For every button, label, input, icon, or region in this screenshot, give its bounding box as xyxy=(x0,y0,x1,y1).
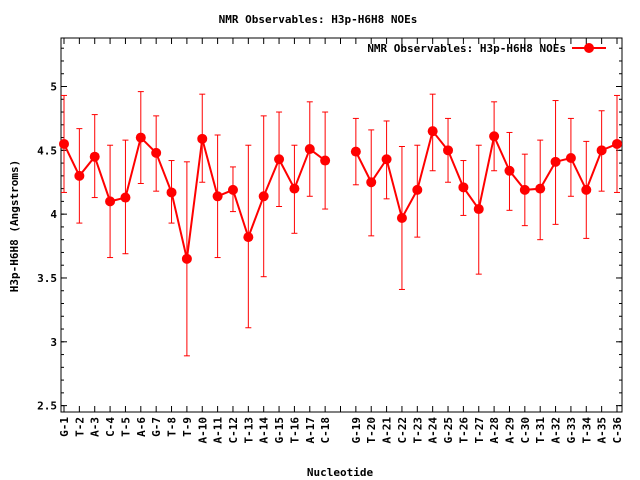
data-point xyxy=(427,126,438,137)
x-axis-label: Nucleotide xyxy=(307,466,374,479)
x-tick-label: G-19 xyxy=(350,417,363,444)
data-point xyxy=(473,204,484,215)
data-point xyxy=(197,133,208,144)
x-tick-label: T-31 xyxy=(534,417,547,444)
data-point xyxy=(243,232,254,243)
data-point xyxy=(258,191,269,202)
y-tick-label: 3.5 xyxy=(37,272,57,285)
legend: NMR Observables: H3p-H6H8 NOEs xyxy=(367,42,606,55)
x-tick-label: C-30 xyxy=(519,417,532,444)
data-point xyxy=(274,154,285,165)
x-tick-label: G-25 xyxy=(442,417,455,444)
x-tick-label: T-23 xyxy=(411,417,424,444)
data-point xyxy=(412,184,423,195)
plot-frame xyxy=(60,37,623,413)
x-tick-label: A-17 xyxy=(304,417,317,444)
data-point xyxy=(489,131,500,142)
x-tick-label: A-21 xyxy=(381,417,394,444)
y-axis: 2.5 3 3.5 4 4.5 5 xyxy=(37,47,622,413)
y-tick-label: 4.5 xyxy=(37,144,57,157)
x-tick-label: A-10 xyxy=(196,417,209,444)
data-point xyxy=(581,184,592,195)
x-tick-label: T-8 xyxy=(166,417,179,437)
data-point xyxy=(120,192,131,203)
x-tick-label: A-3 xyxy=(89,417,102,437)
x-tick-label: C-12 xyxy=(227,417,240,444)
data-point xyxy=(166,187,177,198)
data-point xyxy=(212,191,223,202)
x-tick-label: T-16 xyxy=(288,417,301,444)
data-point xyxy=(565,152,576,163)
data-point xyxy=(151,147,162,158)
data-point xyxy=(535,183,546,194)
y-tick-label: 2.5 xyxy=(37,400,57,413)
x-tick-label: G-1 xyxy=(58,417,71,437)
data-point xyxy=(320,155,331,166)
x-tick-label: A-28 xyxy=(488,417,501,444)
x-tick-label: T-13 xyxy=(242,417,255,444)
x-tick-label: A-32 xyxy=(550,417,563,444)
data-point xyxy=(59,138,69,149)
x-tick-label: T-27 xyxy=(473,417,486,444)
y-tick-label: 4 xyxy=(50,208,57,221)
data-point xyxy=(612,138,622,149)
x-tick-label: G-7 xyxy=(150,417,163,437)
series-line xyxy=(63,129,618,260)
x-tick-label: A-24 xyxy=(427,417,440,444)
x-axis: G-1 T-2 A-3 C-4 T-5 A-6 G-7 T-8 T-9 A-10 A-11 C-12 T… xyxy=(58,38,624,444)
data-point xyxy=(74,170,85,181)
series-line-segment xyxy=(63,135,326,260)
data-point xyxy=(443,145,454,156)
x-tick-label: C-18 xyxy=(319,417,332,444)
chart-title: NMR Observables: H3p-H6H8 NOEs xyxy=(219,13,418,26)
data-point xyxy=(504,165,515,176)
x-tick-label: C-4 xyxy=(104,417,117,437)
x-tick-label: T-20 xyxy=(365,417,378,444)
y-axis-label: H3p-H6H8 (Angstroms) xyxy=(8,160,21,292)
x-tick-label: T-9 xyxy=(181,417,194,437)
x-tick-label: G-33 xyxy=(565,417,578,444)
data-point xyxy=(350,146,361,157)
data-point xyxy=(396,212,407,223)
x-tick-label: T-2 xyxy=(73,417,86,437)
data-point xyxy=(89,151,100,162)
data-point xyxy=(227,184,238,195)
x-tick-label: T-34 xyxy=(580,417,593,444)
legend-marker-swatch xyxy=(584,43,594,53)
data-point xyxy=(181,253,192,264)
data-point xyxy=(381,154,392,165)
error-bars xyxy=(61,91,620,357)
data-point xyxy=(135,132,146,143)
y-tick-label: 3 xyxy=(50,336,57,349)
series-points xyxy=(59,126,622,264)
x-tick-label: A-14 xyxy=(258,417,271,444)
data-point xyxy=(289,183,300,194)
data-point xyxy=(519,184,530,195)
data-point xyxy=(550,156,561,167)
x-tick-label: C-22 xyxy=(396,417,409,444)
x-tick-label: A-29 xyxy=(503,417,516,444)
y-tick-label: 5 xyxy=(50,81,57,94)
x-tick-label: A-6 xyxy=(135,417,148,437)
x-tick-label: G-15 xyxy=(273,417,286,444)
x-tick-label: A-35 xyxy=(596,417,609,444)
series-line-segment xyxy=(354,129,618,221)
data-point xyxy=(458,182,469,193)
data-point xyxy=(366,177,377,188)
x-tick-label: T-26 xyxy=(457,417,470,444)
data-point xyxy=(304,144,315,155)
x-tick-label: A-11 xyxy=(212,417,225,444)
data-point xyxy=(105,196,116,207)
data-point xyxy=(596,145,607,156)
x-tick-label: C-36 xyxy=(611,417,624,444)
legend-label: NMR Observables: H3p-H6H8 NOEs xyxy=(367,42,566,55)
x-tick-label: T-5 xyxy=(119,417,132,437)
